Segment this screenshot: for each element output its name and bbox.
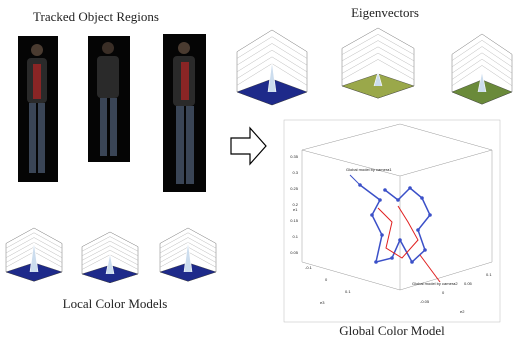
mini-grid bbox=[237, 50, 272, 72]
dot bbox=[428, 213, 432, 217]
mini-grid bbox=[482, 40, 512, 60]
tick-label: 0.35 bbox=[290, 154, 299, 159]
person-crops bbox=[18, 34, 206, 192]
right-caption: Global Color Model bbox=[339, 323, 445, 338]
mini-grid bbox=[6, 238, 34, 253]
dot bbox=[380, 233, 384, 237]
mini-grid bbox=[34, 233, 62, 248]
tick-label: 0.05 bbox=[464, 281, 473, 286]
mini-plot bbox=[452, 34, 512, 104]
tick-label: 0.1 bbox=[486, 272, 492, 277]
dot bbox=[416, 228, 420, 232]
mini-plot bbox=[160, 228, 216, 281]
annotation: Global model by camera2 bbox=[412, 281, 458, 286]
mini-grid bbox=[160, 238, 188, 253]
mini-grid bbox=[342, 53, 378, 73]
axis-label: e1 bbox=[293, 207, 298, 212]
mini-grid bbox=[482, 47, 512, 67]
mini-grid bbox=[110, 241, 138, 256]
mini-grid bbox=[452, 59, 482, 79]
mini-spike bbox=[268, 62, 276, 92]
mini-grid bbox=[237, 37, 272, 59]
dot bbox=[396, 198, 400, 202]
arrow bbox=[231, 128, 266, 164]
mini-grid bbox=[237, 57, 272, 79]
mini-grid bbox=[188, 242, 216, 257]
mini-grid bbox=[160, 242, 188, 257]
mini-grid bbox=[482, 53, 512, 73]
mini-grid bbox=[110, 246, 138, 261]
left-caption: Local Color Models bbox=[63, 296, 168, 311]
mini-grid bbox=[272, 57, 307, 79]
mini-grid bbox=[6, 247, 34, 262]
tick-label: 0.05 bbox=[290, 250, 299, 255]
mini-grid bbox=[82, 241, 110, 256]
mini-grid bbox=[452, 53, 482, 73]
mini-grid bbox=[237, 43, 272, 65]
mini-grid bbox=[188, 247, 216, 262]
mini-grid bbox=[6, 233, 34, 248]
mini-grid bbox=[188, 233, 216, 248]
mini-grid bbox=[342, 34, 378, 54]
mini-grid bbox=[272, 43, 307, 65]
axis-label: e3 bbox=[320, 300, 325, 305]
mini-plot bbox=[342, 28, 414, 98]
mini-grid bbox=[272, 50, 307, 72]
tick-label: 0.3 bbox=[292, 170, 298, 175]
global-plot bbox=[284, 120, 500, 322]
dot bbox=[390, 256, 394, 260]
tick-label: 0.1 bbox=[345, 289, 351, 294]
mini-spike bbox=[184, 242, 192, 272]
mini-grid bbox=[452, 40, 482, 60]
mini-grid bbox=[82, 237, 110, 252]
dot bbox=[398, 238, 402, 242]
mini-grid bbox=[110, 237, 138, 252]
dot bbox=[410, 260, 414, 264]
mini-grid bbox=[6, 242, 34, 257]
left-title: Tracked Object Regions bbox=[33, 9, 159, 24]
mini-plot bbox=[237, 30, 307, 105]
mini-grid bbox=[110, 250, 138, 265]
tick-label: 0.2 bbox=[292, 202, 298, 207]
tick-label: 0.15 bbox=[290, 218, 299, 223]
mini-plot bbox=[82, 232, 138, 283]
dot bbox=[420, 196, 424, 200]
tick-label: 0.25 bbox=[290, 186, 299, 191]
mini-grid bbox=[342, 47, 378, 67]
mini-grid bbox=[34, 242, 62, 257]
mini-grid bbox=[82, 246, 110, 261]
mini-grid bbox=[188, 238, 216, 253]
mini-grid bbox=[378, 53, 414, 73]
mini-grid bbox=[272, 37, 307, 59]
tick-label: -0.05 bbox=[420, 299, 430, 304]
mini-grid bbox=[82, 250, 110, 265]
tick-label: 0.1 bbox=[292, 234, 298, 239]
tick-label: -0.1 bbox=[305, 265, 313, 270]
mini-grid bbox=[34, 238, 62, 253]
dot bbox=[383, 188, 387, 192]
dot bbox=[374, 260, 378, 264]
mini-grid bbox=[34, 247, 62, 262]
mini-grid bbox=[378, 47, 414, 67]
mini-grid bbox=[378, 34, 414, 54]
mini-spike bbox=[106, 254, 114, 274]
mini-spike bbox=[30, 242, 38, 272]
figure: Tracked Object Regions Local Color Model… bbox=[0, 0, 518, 339]
annotation: Global model by camera1 bbox=[346, 167, 392, 172]
right-title: Eigenvectors bbox=[351, 5, 419, 20]
axis-label: e2 bbox=[460, 309, 465, 314]
dot bbox=[423, 248, 427, 252]
dot bbox=[370, 213, 374, 217]
dot bbox=[408, 186, 412, 190]
mini-grid bbox=[482, 59, 512, 79]
mini-grid bbox=[378, 41, 414, 61]
dot bbox=[378, 198, 382, 202]
mini-grid bbox=[452, 47, 482, 67]
mini-grid bbox=[342, 41, 378, 61]
mini-grid bbox=[160, 233, 188, 248]
dot bbox=[358, 183, 362, 187]
mini-grid bbox=[160, 247, 188, 262]
mini-plot bbox=[6, 228, 62, 281]
